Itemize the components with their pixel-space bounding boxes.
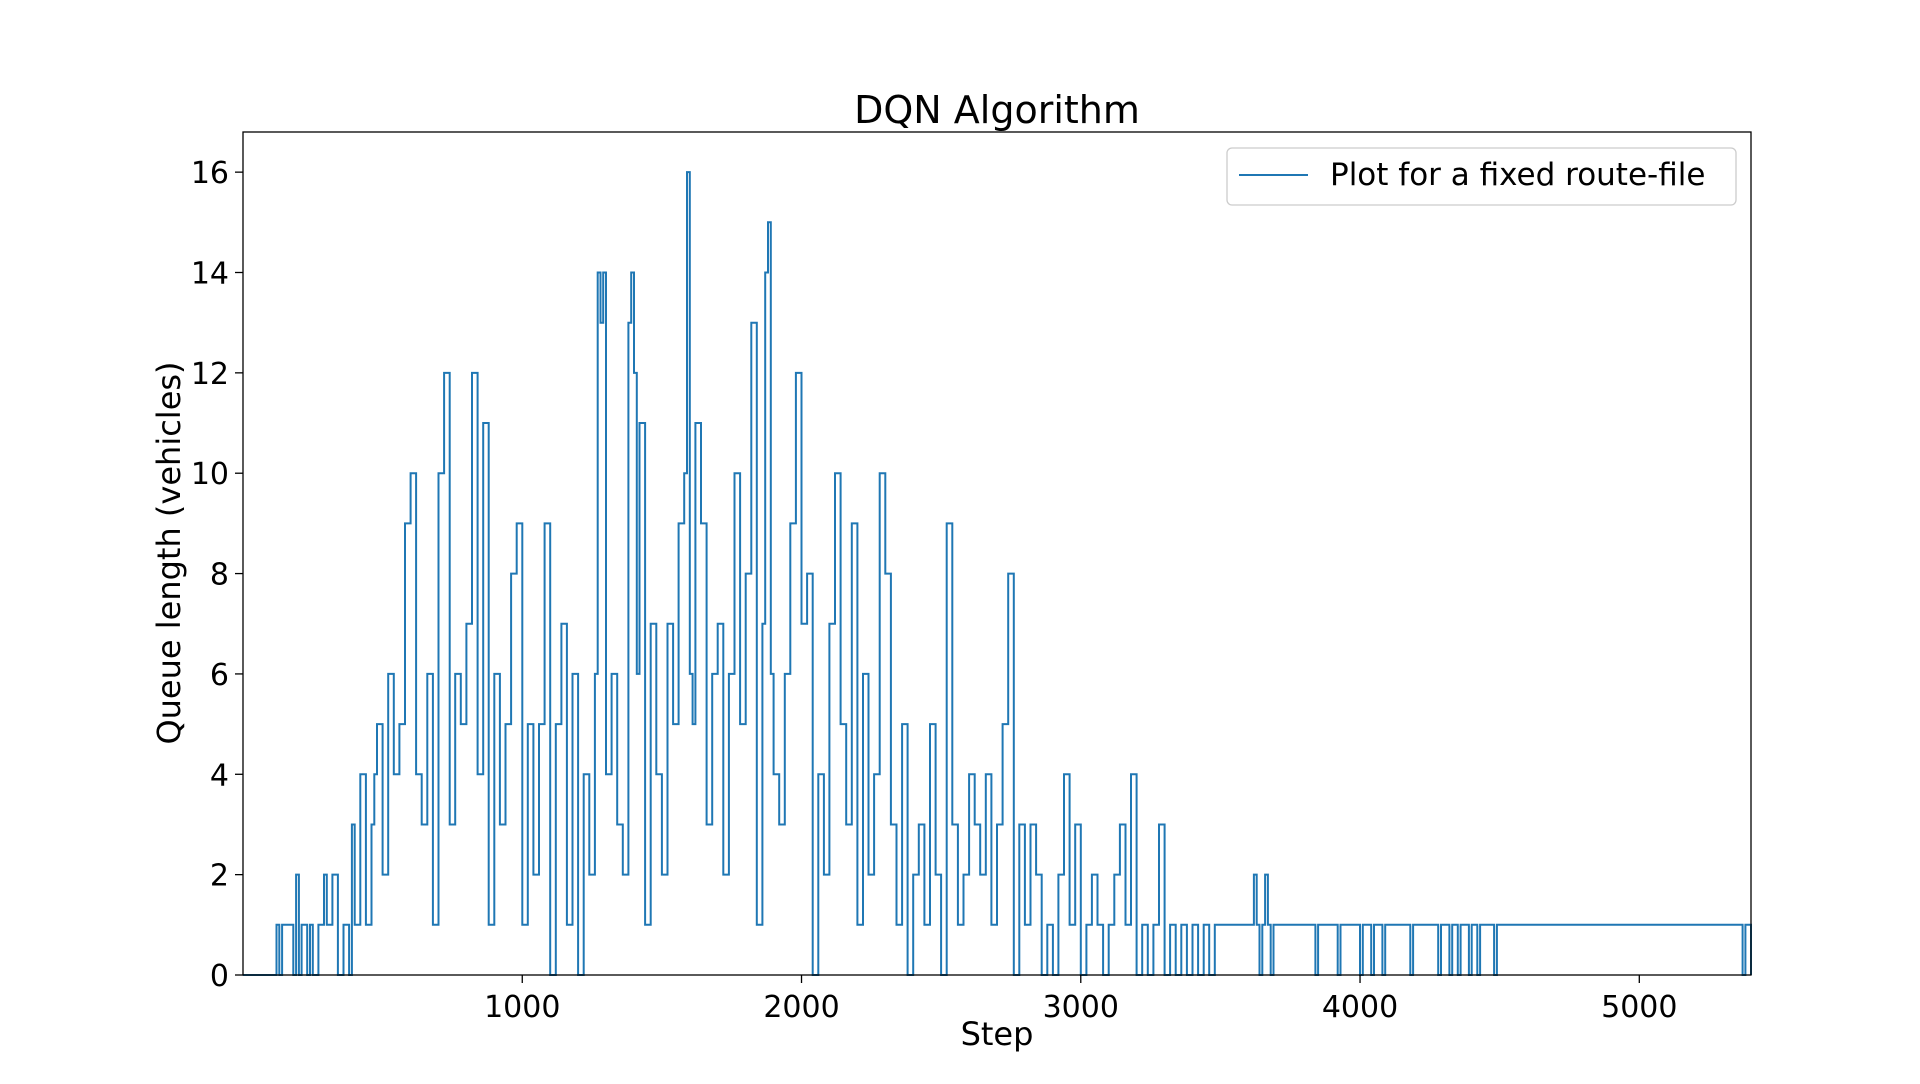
y-tick-label: 16: [191, 156, 229, 191]
y-axis-label: Queue length (vehicles): [150, 361, 188, 744]
x-tick-label: 1000: [484, 990, 560, 1025]
x-tick-label: 2000: [763, 990, 839, 1025]
x-tick-label: 3000: [1043, 990, 1119, 1025]
plot-frame: [242, 131, 1752, 976]
series-line-fixed-route-file: [243, 171, 1752, 976]
y-tick-label: 0: [210, 959, 229, 994]
legend-label: Plot for a fixed route-file: [1330, 157, 1705, 193]
y-axis-ticks: 0 2 4 6 8 10 12 14 16: [191, 156, 243, 994]
x-tick-label: 5000: [1601, 990, 1677, 1025]
plot-area: [243, 171, 1752, 976]
y-tick-label: 2: [210, 859, 229, 894]
y-tick-label: 10: [191, 457, 229, 492]
x-tick-label: 4000: [1322, 990, 1398, 1025]
y-tick-label: 12: [191, 357, 229, 392]
x-axis-label: Step: [961, 1015, 1034, 1053]
chart-title: DQN Algorithm: [854, 88, 1140, 132]
x-axis-ticks: 1000 2000 3000 4000 5000: [484, 975, 1677, 1025]
y-tick-label: 4: [210, 758, 229, 793]
y-tick-label: 6: [210, 658, 229, 693]
legend-box: [1226, 147, 1737, 206]
y-tick-label: 8: [210, 558, 229, 593]
y-tick-label: 14: [191, 257, 229, 292]
legend: Plot for a fixed route-file: [1226, 147, 1737, 206]
